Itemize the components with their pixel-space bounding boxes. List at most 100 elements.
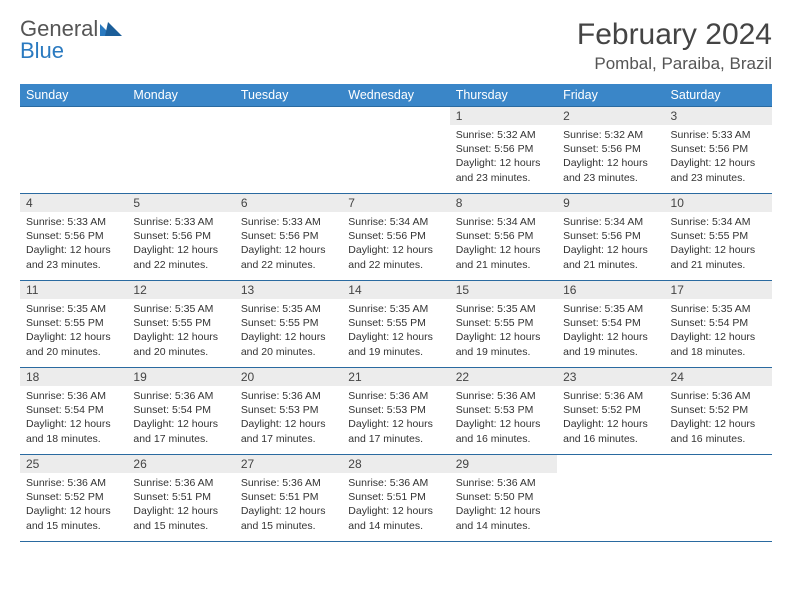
sunset-line: Sunset: 5:54 PM (671, 317, 749, 329)
day-details: Sunrise: 5:36 AM Sunset: 5:52 PM Daylight:… (557, 386, 664, 449)
sunset-line: Sunset: 5:53 PM (456, 404, 534, 416)
sunrise-line: Sunrise: 5:33 AM (133, 216, 213, 228)
calendar-day-cell: 25Sunrise: 5:36 AMSunset: 5:52 PMDayligh… (20, 455, 127, 542)
daylight-line: Daylight: 12 hours and 21 minutes. (671, 244, 756, 270)
sunset-line: Sunset: 5:55 PM (241, 317, 319, 329)
calendar-day-cell: 6Sunrise: 5:33 AMSunset: 5:56 PMDaylight… (235, 194, 342, 281)
sunrise-line: Sunrise: 5:34 AM (563, 216, 643, 228)
calendar-day-cell: 21Sunrise: 5:36 AMSunset: 5:53 PMDayligh… (342, 368, 449, 455)
calendar-table: SundayMondayTuesdayWednesdayThursdayFrid… (20, 84, 772, 542)
sunrise-line: Sunrise: 5:36 AM (456, 390, 536, 402)
day-number: 7 (342, 194, 449, 212)
day-number: 8 (450, 194, 557, 212)
daylight-line: Daylight: 12 hours and 22 minutes. (348, 244, 433, 270)
day-details: Sunrise: 5:36 AMSunset: 5:50 PMDaylight:… (450, 473, 557, 536)
day-number: 20 (235, 368, 342, 386)
weekday-header: Wednesday (342, 84, 449, 107)
calendar-header-row: SundayMondayTuesdayWednesdayThursdayFrid… (20, 84, 772, 107)
sunset-line: Sunset: 5:56 PM (241, 230, 319, 242)
sunset-line: Sunset: 5:53 PM (241, 404, 319, 416)
daylight-line: Daylight: 12 hours and 15 minutes. (26, 505, 111, 531)
day-number: 24 (665, 368, 772, 386)
sunset-line: Sunset: 5:52 PM (563, 404, 641, 416)
sunrise-line: Sunrise: 5:35 AM (671, 303, 751, 315)
sunrise-line: Sunrise: 5:36 AM (26, 390, 106, 402)
calendar-day-cell: 24 Sunrise: 5:36 AM Sunset: 5:52 PM Dayligh… (665, 368, 772, 455)
sunset-line: Sunset: 5:51 PM (348, 491, 426, 503)
day-details: Sunrise: 5:35 AMSunset: 5:55 PMDaylight:… (342, 299, 449, 362)
day-number: 2 (557, 107, 664, 125)
day-details: Sunrise: 5:36 AMSunset: 5:51 PMDaylight:… (342, 473, 449, 536)
weekday-header: Saturday (665, 84, 772, 107)
calendar-day-cell (342, 107, 449, 194)
calendar-day-cell: 17Sunrise: 5:35 AMSunset: 5:54 PMDayligh… (665, 281, 772, 368)
sunset-line: Sunset: 5:53 PM (348, 404, 426, 416)
sunset-line: Sunset: 5:54 PM (26, 404, 104, 416)
day-details: Sunrise: 5:34 AMSunset: 5:55 PMDaylight:… (665, 212, 772, 275)
day-number: 9 (557, 194, 664, 212)
sunrise-line: Sunrise: 5:33 AM (241, 216, 321, 228)
calendar-day-cell: 28Sunrise: 5:36 AMSunset: 5:51 PMDayligh… (342, 455, 449, 542)
sunset-line: Sunset: 5:55 PM (456, 317, 534, 329)
daylight-line: Daylight: 12 hours and 21 minutes. (456, 244, 541, 270)
calendar-day-cell: 2Sunrise: 5:32 AMSunset: 5:56 PMDaylight… (557, 107, 664, 194)
day-number: 19 (127, 368, 234, 386)
sunrise-line: Sunrise: 5:36 AM (133, 477, 213, 489)
daylight-line: Daylight: 12 hours and 19 minutes. (563, 331, 648, 357)
day-number (342, 107, 449, 125)
daylight-line: Daylight: 12 hours and 22 minutes. (133, 244, 218, 270)
sunrise-line: Sunrise: 5:35 AM (133, 303, 213, 315)
sunset-line: Sunset: 5:55 PM (26, 317, 104, 329)
sunset-line: Sunset: 5:56 PM (671, 143, 749, 155)
sunset-line: Sunset: 5:56 PM (26, 230, 104, 242)
day-details: Sunrise: 5:35 AMSunset: 5:55 PMDaylight:… (450, 299, 557, 362)
calendar-day-cell (235, 107, 342, 194)
calendar-week-row: 11Sunrise: 5:35 AMSunset: 5:55 PMDayligh… (20, 281, 772, 368)
day-details: Sunrise: 5:35 AMSunset: 5:55 PMDaylight:… (127, 299, 234, 362)
brand-triangle-icon (100, 18, 122, 40)
calendar-day-cell: 9Sunrise: 5:34 AMSunset: 5:56 PMDaylight… (557, 194, 664, 281)
sunrise-line: Sunrise: 5:34 AM (348, 216, 428, 228)
calendar-day-cell: 8Sunrise: 5:34 AMSunset: 5:56 PMDaylight… (450, 194, 557, 281)
sunrise-line: Sunrise: 5:35 AM (456, 303, 536, 315)
day-number: 14 (342, 281, 449, 299)
sunset-line: Sunset: 5:54 PM (563, 317, 641, 329)
day-number: 26 (127, 455, 234, 473)
day-number: 15 (450, 281, 557, 299)
day-number: 28 (342, 455, 449, 473)
calendar-day-cell: 3Sunrise: 5:33 AMSunset: 5:56 PMDaylight… (665, 107, 772, 194)
sunset-line: Sunset: 5:56 PM (563, 230, 641, 242)
day-details: Sunrise: 5:36 AMSunset: 5:54 PMDaylight:… (20, 386, 127, 449)
calendar-day-cell: 18Sunrise: 5:36 AMSunset: 5:54 PMDayligh… (20, 368, 127, 455)
daylight-line: Daylight: 12 hours and 15 minutes. (133, 505, 218, 531)
day-number: 18 (20, 368, 127, 386)
sunset-line: Sunset: 5:55 PM (671, 230, 749, 242)
calendar-week-row: 18 Sunrise: 5:36 AM Sunset: 5:54 PM Dayligh… (20, 368, 772, 455)
day-details: Sunrise: 5:36 AM Sunset: 5:52 PM Daylight:… (665, 386, 772, 449)
calendar-day-cell: 13Sunrise: 5:35 AMSunset: 5:55 PMDayligh… (235, 281, 342, 368)
daylight-line: Daylight: 12 hours and 16 minutes. (563, 418, 648, 444)
daylight-line: Daylight: 12 hours and 16 minutes. (671, 418, 756, 444)
day-details: Sunrise: 5:32 AMSunset: 5:56 PMDaylight:… (557, 125, 664, 188)
sunset-line: Sunset: 5:52 PM (671, 404, 749, 416)
sunset-line: Sunset: 5:52 PM (26, 491, 104, 503)
sunrise-line: Sunrise: 5:36 AM (671, 390, 751, 402)
calendar-day-cell: 14Sunrise: 5:35 AMSunset: 5:55 PMDayligh… (342, 281, 449, 368)
brand-text-2: Blue (20, 38, 64, 63)
sunset-line: Sunset: 5:56 PM (133, 230, 211, 242)
sunrise-line: Sunrise: 5:32 AM (456, 129, 536, 141)
day-number: 17 (665, 281, 772, 299)
day-details: Sunrise: 5:35 AMSunset: 5:55 PMDaylight:… (20, 299, 127, 362)
calendar-day-cell: 5Sunrise: 5:33 AMSunset: 5:56 PMDaylight… (127, 194, 234, 281)
day-number (235, 107, 342, 125)
day-number: 29 (450, 455, 557, 473)
day-details: Sunrise: 5:36 AMSunset: 5:51 PMDaylight:… (235, 473, 342, 536)
sunrise-line: Sunrise: 5:36 AM (563, 390, 643, 402)
sunrise-line: Sunrise: 5:36 AM (241, 390, 321, 402)
calendar-day-cell: 10Sunrise: 5:34 AMSunset: 5:55 PMDayligh… (665, 194, 772, 281)
day-number: 10 (665, 194, 772, 212)
weekday-header: Tuesday (235, 84, 342, 107)
daylight-line: Daylight: 12 hours and 20 minutes. (241, 331, 326, 357)
daylight-line: Daylight: 12 hours and 16 minutes. (456, 418, 541, 444)
brand-logo: GeneralBlue (20, 18, 122, 62)
